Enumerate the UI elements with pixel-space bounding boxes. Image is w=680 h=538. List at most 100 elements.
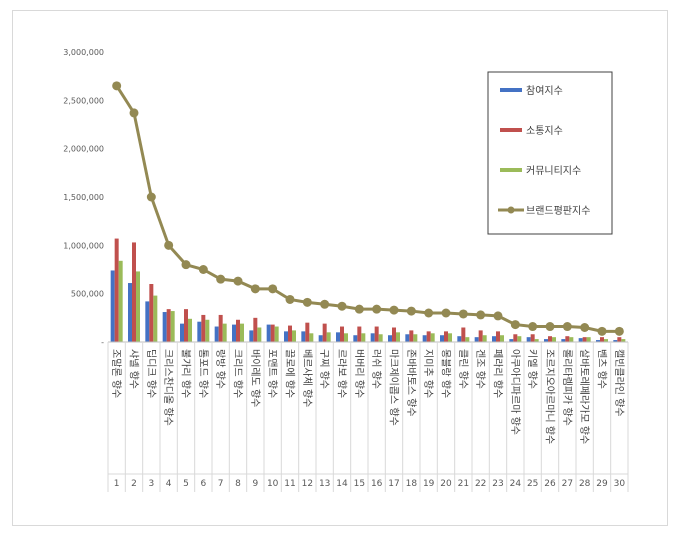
category-index: 16 <box>371 479 383 489</box>
bar-2 <box>149 284 154 342</box>
bar-2 <box>253 317 258 342</box>
brand-reputation-point <box>441 308 451 318</box>
brand-reputation-point <box>372 304 382 314</box>
category-index: 1 <box>114 479 120 489</box>
category-index: 10 <box>267 479 279 489</box>
brand-reputation-point <box>268 284 278 294</box>
bar-2 <box>322 323 327 342</box>
legend-swatch <box>500 88 522 92</box>
bar-2 <box>114 238 119 342</box>
bar-2 <box>184 309 188 342</box>
bar-2 <box>236 319 240 342</box>
bar-3 <box>552 337 556 342</box>
brand-reputation-point <box>614 326 624 336</box>
category-index: 17 <box>388 479 399 489</box>
legend-marker <box>507 206 515 214</box>
brand-reputation-point <box>354 304 364 314</box>
category-index: 15 <box>354 479 365 489</box>
bar-1 <box>232 324 236 342</box>
bar-2 <box>166 309 171 342</box>
y-tick-label: 1,500,000 <box>63 193 104 202</box>
category-label: 바이레도 향수 <box>249 349 261 407</box>
bar-1 <box>214 326 219 342</box>
y-tick-label: 1,000,000 <box>63 241 104 250</box>
brand-reputation-point <box>337 301 347 311</box>
brand-reputation-point <box>545 322 555 332</box>
brand-reputation-point <box>164 240 174 250</box>
category-label: 조르지오아르마니 향수 <box>544 349 556 444</box>
category-index: 28 <box>579 479 591 489</box>
legend-swatch <box>500 168 522 172</box>
bar-2 <box>548 336 552 342</box>
category-label: 르라보 향수 <box>336 349 348 398</box>
category-label: 마크제이콥스 향수 <box>388 349 400 426</box>
brand-reputation-point <box>181 260 191 270</box>
brand-reputation-point <box>250 284 260 294</box>
brand-reputation-point <box>389 305 399 315</box>
bar-2 <box>565 336 570 342</box>
x-axis: 조말론 향수 1 샤넬 향수 2 딥디크 향수 3 크리스찬디올 향수 4 불가리 향수 5 톰포드… <box>107 341 629 492</box>
bar-2 <box>392 327 396 342</box>
bar-3 <box>604 339 608 342</box>
category-label: 아쿠아디파르마 향수 <box>509 349 521 435</box>
category-index: 7 <box>218 479 224 489</box>
brand-reputation-point <box>216 274 226 284</box>
bar-1 <box>110 270 115 342</box>
bar-1 <box>388 335 392 342</box>
bar-3 <box>361 333 366 342</box>
bar-2 <box>270 324 275 342</box>
bar-2 <box>218 314 223 342</box>
category-label: 버버리 향수 <box>353 349 365 398</box>
category-index: 29 <box>596 479 608 489</box>
bar-2 <box>132 242 136 342</box>
y-tick-label: 2,500,000 <box>63 96 104 105</box>
brand-reputation-point <box>562 322 572 332</box>
brand-reputation-point <box>233 276 243 286</box>
category-index: 3 <box>148 479 154 489</box>
bar-3 <box>188 318 192 342</box>
bars <box>110 238 626 342</box>
legend-swatch <box>500 128 522 132</box>
category-index: 14 <box>336 479 348 489</box>
category-label: 구찌 향수 <box>318 349 330 389</box>
category-label: 몽블랑 향수 <box>440 349 452 398</box>
bar-2 <box>617 337 622 342</box>
category-index: 23 <box>492 479 503 489</box>
bar-2 <box>426 331 431 342</box>
bar-3 <box>465 337 470 342</box>
bar-3 <box>274 326 279 342</box>
bar-3 <box>153 295 158 342</box>
bar-2 <box>513 334 518 342</box>
bar-1 <box>128 283 132 342</box>
bar-1 <box>509 339 514 342</box>
bar-3 <box>430 333 435 342</box>
bar-2 <box>478 330 483 342</box>
category-label: 베르사체 향수 <box>301 349 313 407</box>
y-tick-label: 2,000,000 <box>63 145 104 154</box>
bar-2 <box>340 326 344 342</box>
bar-3 <box>118 260 123 342</box>
category-label: 샤넬 향수 <box>128 349 140 389</box>
bar-1 <box>613 340 618 342</box>
bar-3 <box>170 311 175 342</box>
bar-1 <box>180 323 184 342</box>
bar-3 <box>205 319 210 342</box>
bar-2 <box>582 337 587 342</box>
category-index: 27 <box>562 479 573 489</box>
category-index: 13 <box>319 479 330 489</box>
bar-1 <box>526 337 531 342</box>
brand-reputation-point <box>406 306 416 316</box>
category-index: 6 <box>200 479 206 489</box>
legend-label: 브랜드평판지수 <box>526 205 590 217</box>
category-index: 18 <box>406 479 418 489</box>
category-index: 11 <box>284 479 295 489</box>
bar-3 <box>240 323 244 342</box>
bar-1 <box>544 339 548 342</box>
brand-reputation-point <box>320 299 330 309</box>
bar-1 <box>578 338 583 342</box>
category-label: 키엘 향수 <box>526 349 539 389</box>
category-index: 24 <box>510 479 522 489</box>
category-index: 9 <box>252 479 258 489</box>
bar-3 <box>292 330 296 342</box>
brand-reputation-point <box>285 294 295 304</box>
